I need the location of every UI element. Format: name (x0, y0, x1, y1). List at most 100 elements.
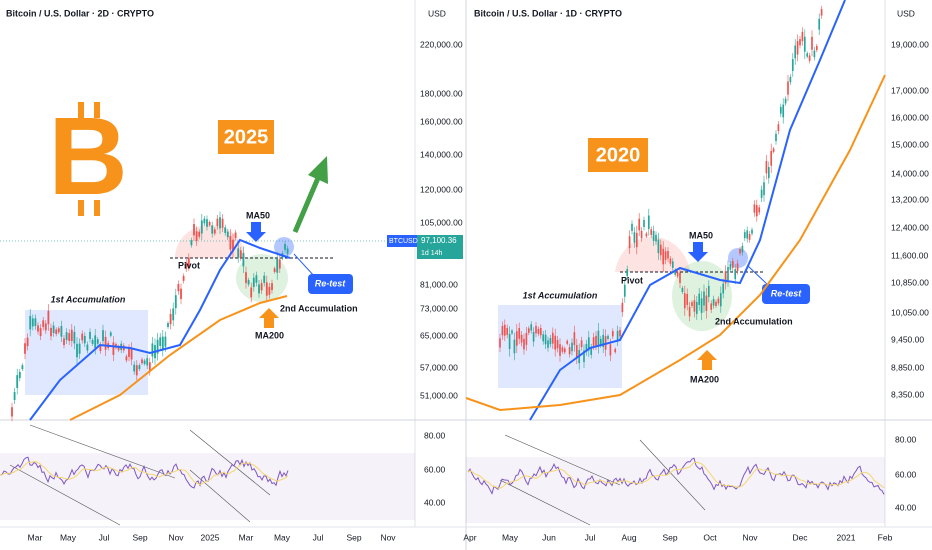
candle-body (503, 324, 506, 336)
candle-body (777, 124, 780, 131)
price-label: 12,400.00 (891, 222, 929, 232)
retest-box (308, 274, 353, 294)
bitcoin-logo (78, 102, 84, 118)
bitcoin-logo (94, 200, 100, 216)
time-label: Mar (28, 532, 43, 542)
ticker-countdown: 1d 14h (421, 250, 443, 257)
candle-body (813, 50, 816, 58)
candle-body (537, 328, 540, 334)
candle-body (633, 232, 636, 243)
candle-body (681, 287, 684, 292)
candle-body (623, 284, 626, 297)
candle-body (587, 337, 590, 351)
candle-body (794, 45, 797, 59)
price-label: 14,000.00 (891, 168, 929, 178)
candle-body (803, 36, 806, 52)
candle-body (203, 218, 206, 224)
rsi-line-ma (0, 460, 289, 486)
candle-body (688, 306, 691, 317)
candle-body (705, 295, 708, 311)
candle-body (765, 161, 768, 174)
channel-line (639, 439, 706, 511)
rsi-line (467, 457, 885, 495)
candle-body (652, 230, 655, 241)
time-label: May (274, 532, 291, 542)
bitcoin-logo (78, 200, 84, 216)
time-label: Mar (239, 532, 254, 542)
annotation: 2nd Accumulation (280, 303, 358, 313)
candle-body (255, 275, 258, 283)
candle-body (664, 251, 667, 260)
candle-body (133, 364, 136, 372)
price-label: 10,050.00 (891, 307, 929, 317)
price-label: 65,000.00 (420, 330, 458, 340)
rsi-label: 60.00 (424, 464, 446, 474)
candle-body (208, 221, 211, 226)
candle-body (626, 269, 629, 276)
candle-body (547, 340, 549, 348)
candle-body (94, 335, 97, 349)
price-label: 15,000.00 (891, 139, 929, 149)
rsi-label: 40.00 (895, 502, 917, 512)
candle-body (784, 98, 787, 104)
candle-body (695, 301, 698, 314)
candle-body (779, 106, 782, 114)
time-label: Jun (542, 532, 556, 542)
ticker-price: 97,100.36 (421, 236, 457, 245)
candle-body (193, 224, 195, 236)
rsi-line-ma (467, 461, 885, 489)
candle-body (746, 230, 749, 239)
candle-body (18, 371, 21, 379)
candle-body (96, 339, 99, 344)
candle-body (73, 331, 76, 344)
price-label: 16,000.00 (891, 112, 929, 122)
candle-body (47, 310, 50, 325)
candle-body (770, 151, 773, 166)
candle-body (247, 279, 250, 285)
rsi-band (0, 453, 415, 520)
price-label: 8,350.00 (891, 389, 924, 399)
channel-line (189, 469, 251, 523)
candle-body (520, 334, 523, 343)
candle-body (151, 343, 154, 357)
candle-body (234, 232, 237, 238)
candle-body (791, 59, 794, 71)
candle-body (146, 358, 149, 366)
candle-body (499, 338, 501, 348)
candle-body (174, 295, 177, 309)
candle-body (568, 347, 571, 355)
channel-line (9, 464, 121, 526)
candle-body (715, 301, 717, 306)
year-box (218, 120, 274, 154)
candle-body (89, 331, 91, 339)
candle-body (65, 332, 68, 341)
candle-body (518, 327, 521, 339)
candle-body (237, 248, 240, 258)
candle-body (250, 287, 253, 298)
price-label: 13,200.00 (891, 194, 929, 204)
candle-body (763, 182, 765, 196)
candle-body (86, 344, 89, 351)
bitcoin-logo: B (48, 95, 127, 218)
candle-body (109, 332, 112, 336)
candle-body (611, 331, 614, 337)
rsi-band (466, 457, 885, 523)
candle-body (679, 272, 681, 283)
annotation: Re-test (771, 288, 803, 298)
candle-body (57, 328, 60, 333)
rsi-label: 80.00 (895, 434, 917, 444)
channel-line (29, 424, 176, 479)
candle-body (782, 104, 785, 118)
time-label: Aug (621, 532, 636, 542)
candle-body (213, 229, 216, 234)
candle-body (645, 233, 648, 237)
annotation: Pivot (621, 275, 643, 285)
candle-body (260, 283, 263, 291)
channel-line (504, 434, 621, 486)
candle-body (621, 302, 624, 313)
candle-body (707, 285, 710, 297)
time-label: Apr (463, 532, 476, 542)
price-label: 81,000.00 (420, 279, 458, 289)
time-label: Sep (132, 532, 147, 542)
